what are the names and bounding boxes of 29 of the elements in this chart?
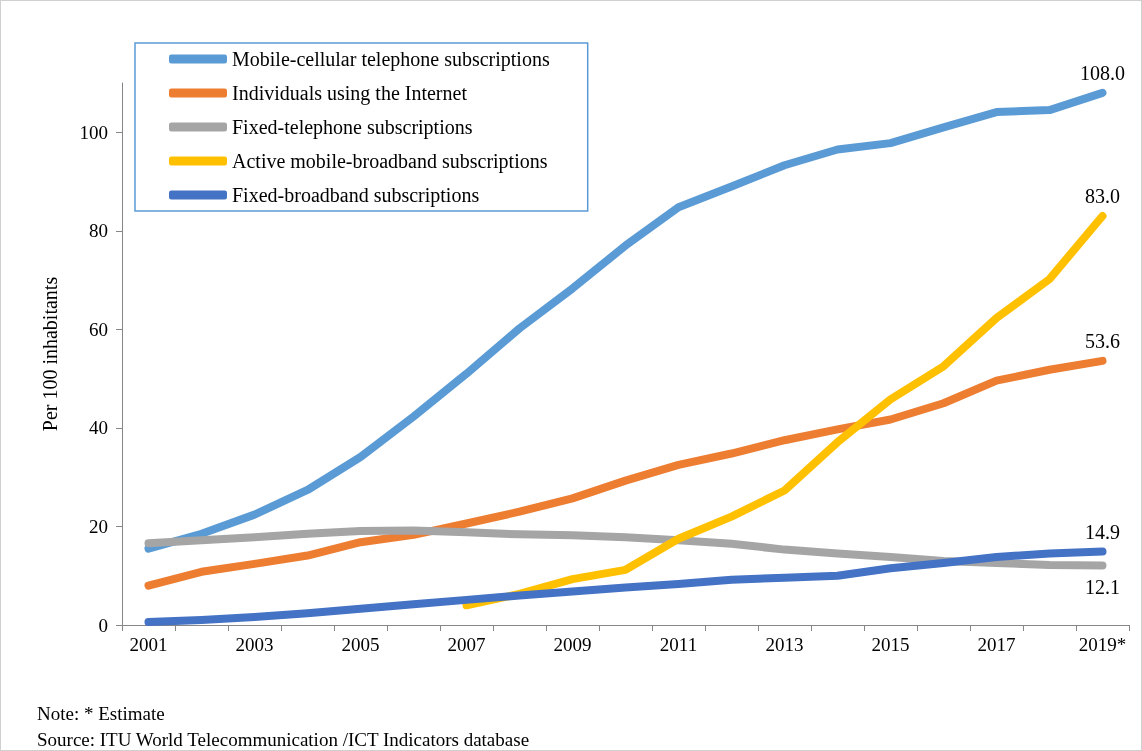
x-tick-label: 2015: [871, 634, 910, 655]
data-label: 14.9: [1085, 520, 1120, 543]
y-tick-label: 60: [89, 318, 108, 340]
legend-label: Individuals using the Internet: [232, 82, 468, 105]
x-tick-label: 2005: [341, 634, 380, 655]
x-tick-label: 2001: [129, 634, 168, 655]
y-tick-label: 80: [89, 220, 108, 242]
data-label: 12.1: [1085, 576, 1120, 599]
y-tick-label: 40: [89, 417, 108, 439]
x-tick-label: 2013: [765, 634, 804, 655]
y-tick-label: 100: [79, 121, 108, 143]
y-tick-label: 0: [98, 614, 108, 636]
data-label: 108.0: [1080, 61, 1125, 84]
legend-label: Fixed-broadband subscriptions: [232, 184, 480, 207]
y-axis-title: Per 100 inhabitants: [39, 276, 61, 432]
legend-label: Fixed-telephone subscriptions: [232, 116, 473, 139]
x-tick-label: 2011: [659, 634, 698, 655]
y-tick-label: 20: [89, 515, 108, 537]
x-tick-label: 2003: [235, 634, 274, 655]
source-note: Source: ITU World Telecommunication /ICT Indicators database: [37, 728, 530, 751]
data-label: 53.6: [1085, 329, 1120, 352]
x-tick-label: 2007: [447, 634, 486, 655]
x-tick-label: 2017: [977, 634, 1016, 655]
legend-label: Mobile-cellular telephone subscriptions: [232, 48, 550, 71]
data-label: 83.0: [1085, 185, 1120, 208]
text: Note: * Estimate: [37, 702, 166, 726]
x-tick-label: 2009: [553, 634, 592, 655]
legend-label: Active mobile-broadband subscriptions: [232, 150, 548, 173]
x-tick-label: 2019*: [1078, 634, 1127, 655]
